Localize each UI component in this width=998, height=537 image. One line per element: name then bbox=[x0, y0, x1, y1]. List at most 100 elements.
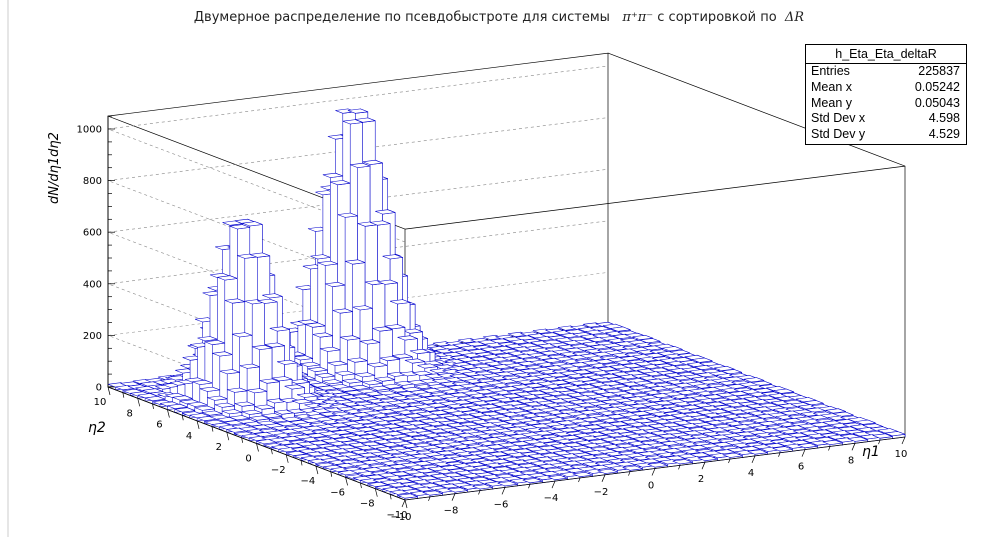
lego-bin bbox=[330, 180, 351, 186]
x-tick-major bbox=[551, 480, 556, 489]
x-tick-major bbox=[751, 455, 756, 464]
lego-bin bbox=[362, 159, 383, 165]
lego-bin bbox=[440, 344, 461, 350]
lego-bin bbox=[722, 452, 743, 458]
stats-row-stddev-y: Std Dev y 4.529 bbox=[806, 127, 966, 143]
lego-bin bbox=[610, 326, 631, 332]
x-tick-minor bbox=[628, 471, 631, 476]
lego-bin bbox=[439, 381, 460, 387]
title-sort: с сортировкой по bbox=[657, 10, 777, 25]
y-tick-label: 10 bbox=[94, 397, 107, 408]
lego-bin bbox=[222, 409, 243, 415]
axes-layer: 02004006008001000−10−8−6−4−20246810−10−8… bbox=[77, 115, 907, 523]
lego-bin bbox=[476, 396, 497, 402]
lego-bin bbox=[317, 260, 338, 266]
lego-bin bbox=[229, 415, 250, 421]
title-variable: ΔR bbox=[784, 10, 805, 25]
lego-bin bbox=[392, 478, 413, 484]
lego-bin bbox=[560, 435, 581, 440]
x-tick-minor bbox=[578, 477, 581, 483]
y-tick-minor bbox=[122, 392, 125, 398]
x-tick-major bbox=[901, 436, 906, 445]
stats-label: Std Dev x bbox=[811, 111, 866, 126]
y-tick-minor bbox=[330, 471, 333, 477]
lego-bin bbox=[472, 484, 493, 490]
lego-bin bbox=[320, 346, 341, 352]
x-tick-label: −10 bbox=[390, 512, 411, 523]
lego-bin bbox=[885, 431, 906, 437]
lego-bin bbox=[202, 410, 223, 416]
lego-bin bbox=[204, 340, 225, 345]
y-tick-label: −6 bbox=[330, 487, 345, 498]
lego-bin bbox=[327, 360, 348, 366]
lego-bin bbox=[703, 394, 724, 400]
lego-bin bbox=[308, 440, 329, 446]
lego-bin bbox=[390, 471, 411, 477]
lego-bin bbox=[331, 429, 352, 435]
lego-bin bbox=[409, 349, 431, 354]
y-tick-label: 2 bbox=[216, 442, 222, 453]
x-tick-major bbox=[651, 468, 656, 476]
lego-bin bbox=[585, 431, 606, 437]
lego-bin bbox=[697, 456, 718, 461]
x-tick-minor bbox=[478, 490, 481, 495]
lego-bin bbox=[294, 413, 315, 419]
lego-bin bbox=[347, 357, 368, 363]
lego-bin bbox=[271, 376, 293, 382]
lego-bin bbox=[619, 356, 640, 361]
lego-bin bbox=[463, 454, 484, 460]
lego-bin bbox=[239, 363, 260, 369]
lego-bin bbox=[216, 417, 238, 423]
lego-bin bbox=[662, 346, 683, 352]
stats-histogram-name: h_Eta_Eta_deltaR bbox=[806, 45, 966, 64]
lego-bin bbox=[740, 446, 761, 452]
lego-bin bbox=[454, 407, 475, 413]
z-tick-label: 1000 bbox=[77, 125, 102, 136]
lego-bin bbox=[214, 402, 235, 408]
x-tick-minor bbox=[728, 458, 731, 464]
lego-bin bbox=[354, 372, 375, 378]
lego-bin bbox=[212, 351, 233, 357]
lego-bin bbox=[397, 493, 418, 499]
lego-bin bbox=[197, 336, 218, 342]
lego-bin bbox=[404, 358, 425, 364]
z-tick-label: 800 bbox=[83, 176, 102, 187]
x-tick-label: 6 bbox=[798, 462, 804, 473]
lego-bin bbox=[751, 380, 772, 386]
lego-bin bbox=[442, 368, 463, 374]
y-tick-major bbox=[256, 443, 259, 452]
lego-bin bbox=[283, 443, 304, 449]
lego-bin bbox=[773, 388, 794, 394]
y-tick-major bbox=[374, 488, 378, 497]
x-tick-label: 0 bbox=[648, 481, 654, 492]
stats-box: h_Eta_Eta_deltaR Entries 225837 Mean x 0.0… bbox=[805, 44, 967, 145]
y-tick-minor bbox=[360, 482, 362, 489]
lego-bin bbox=[669, 349, 690, 355]
lego-bin bbox=[145, 396, 166, 402]
lego-bin bbox=[232, 332, 253, 338]
y-tick-major bbox=[137, 398, 141, 407]
z-axis-label: dN/dη1dη2 bbox=[47, 132, 62, 204]
lego-bin bbox=[490, 338, 511, 344]
lego-bin bbox=[743, 377, 764, 383]
lego-bin bbox=[404, 413, 425, 419]
lego-bin bbox=[633, 418, 654, 424]
x-tick-major bbox=[851, 443, 856, 451]
y-tick-label: 4 bbox=[186, 431, 192, 442]
lego-bin bbox=[379, 356, 400, 362]
lego-bin bbox=[833, 411, 854, 417]
lego-bin bbox=[501, 393, 522, 399]
lego-bin bbox=[261, 413, 283, 419]
y-tick-minor bbox=[181, 415, 184, 421]
lego-bin bbox=[762, 435, 783, 441]
lego-bin bbox=[355, 117, 376, 123]
lego-bin bbox=[647, 360, 668, 366]
lego-bin bbox=[281, 416, 302, 422]
x-tick-major bbox=[451, 493, 456, 501]
lego-bin bbox=[646, 397, 667, 403]
lego-bin bbox=[252, 344, 273, 350]
lego-bin bbox=[513, 448, 534, 454]
lego-bin bbox=[447, 487, 468, 493]
x-tick-major bbox=[701, 462, 706, 470]
lego-bin bbox=[690, 452, 711, 458]
